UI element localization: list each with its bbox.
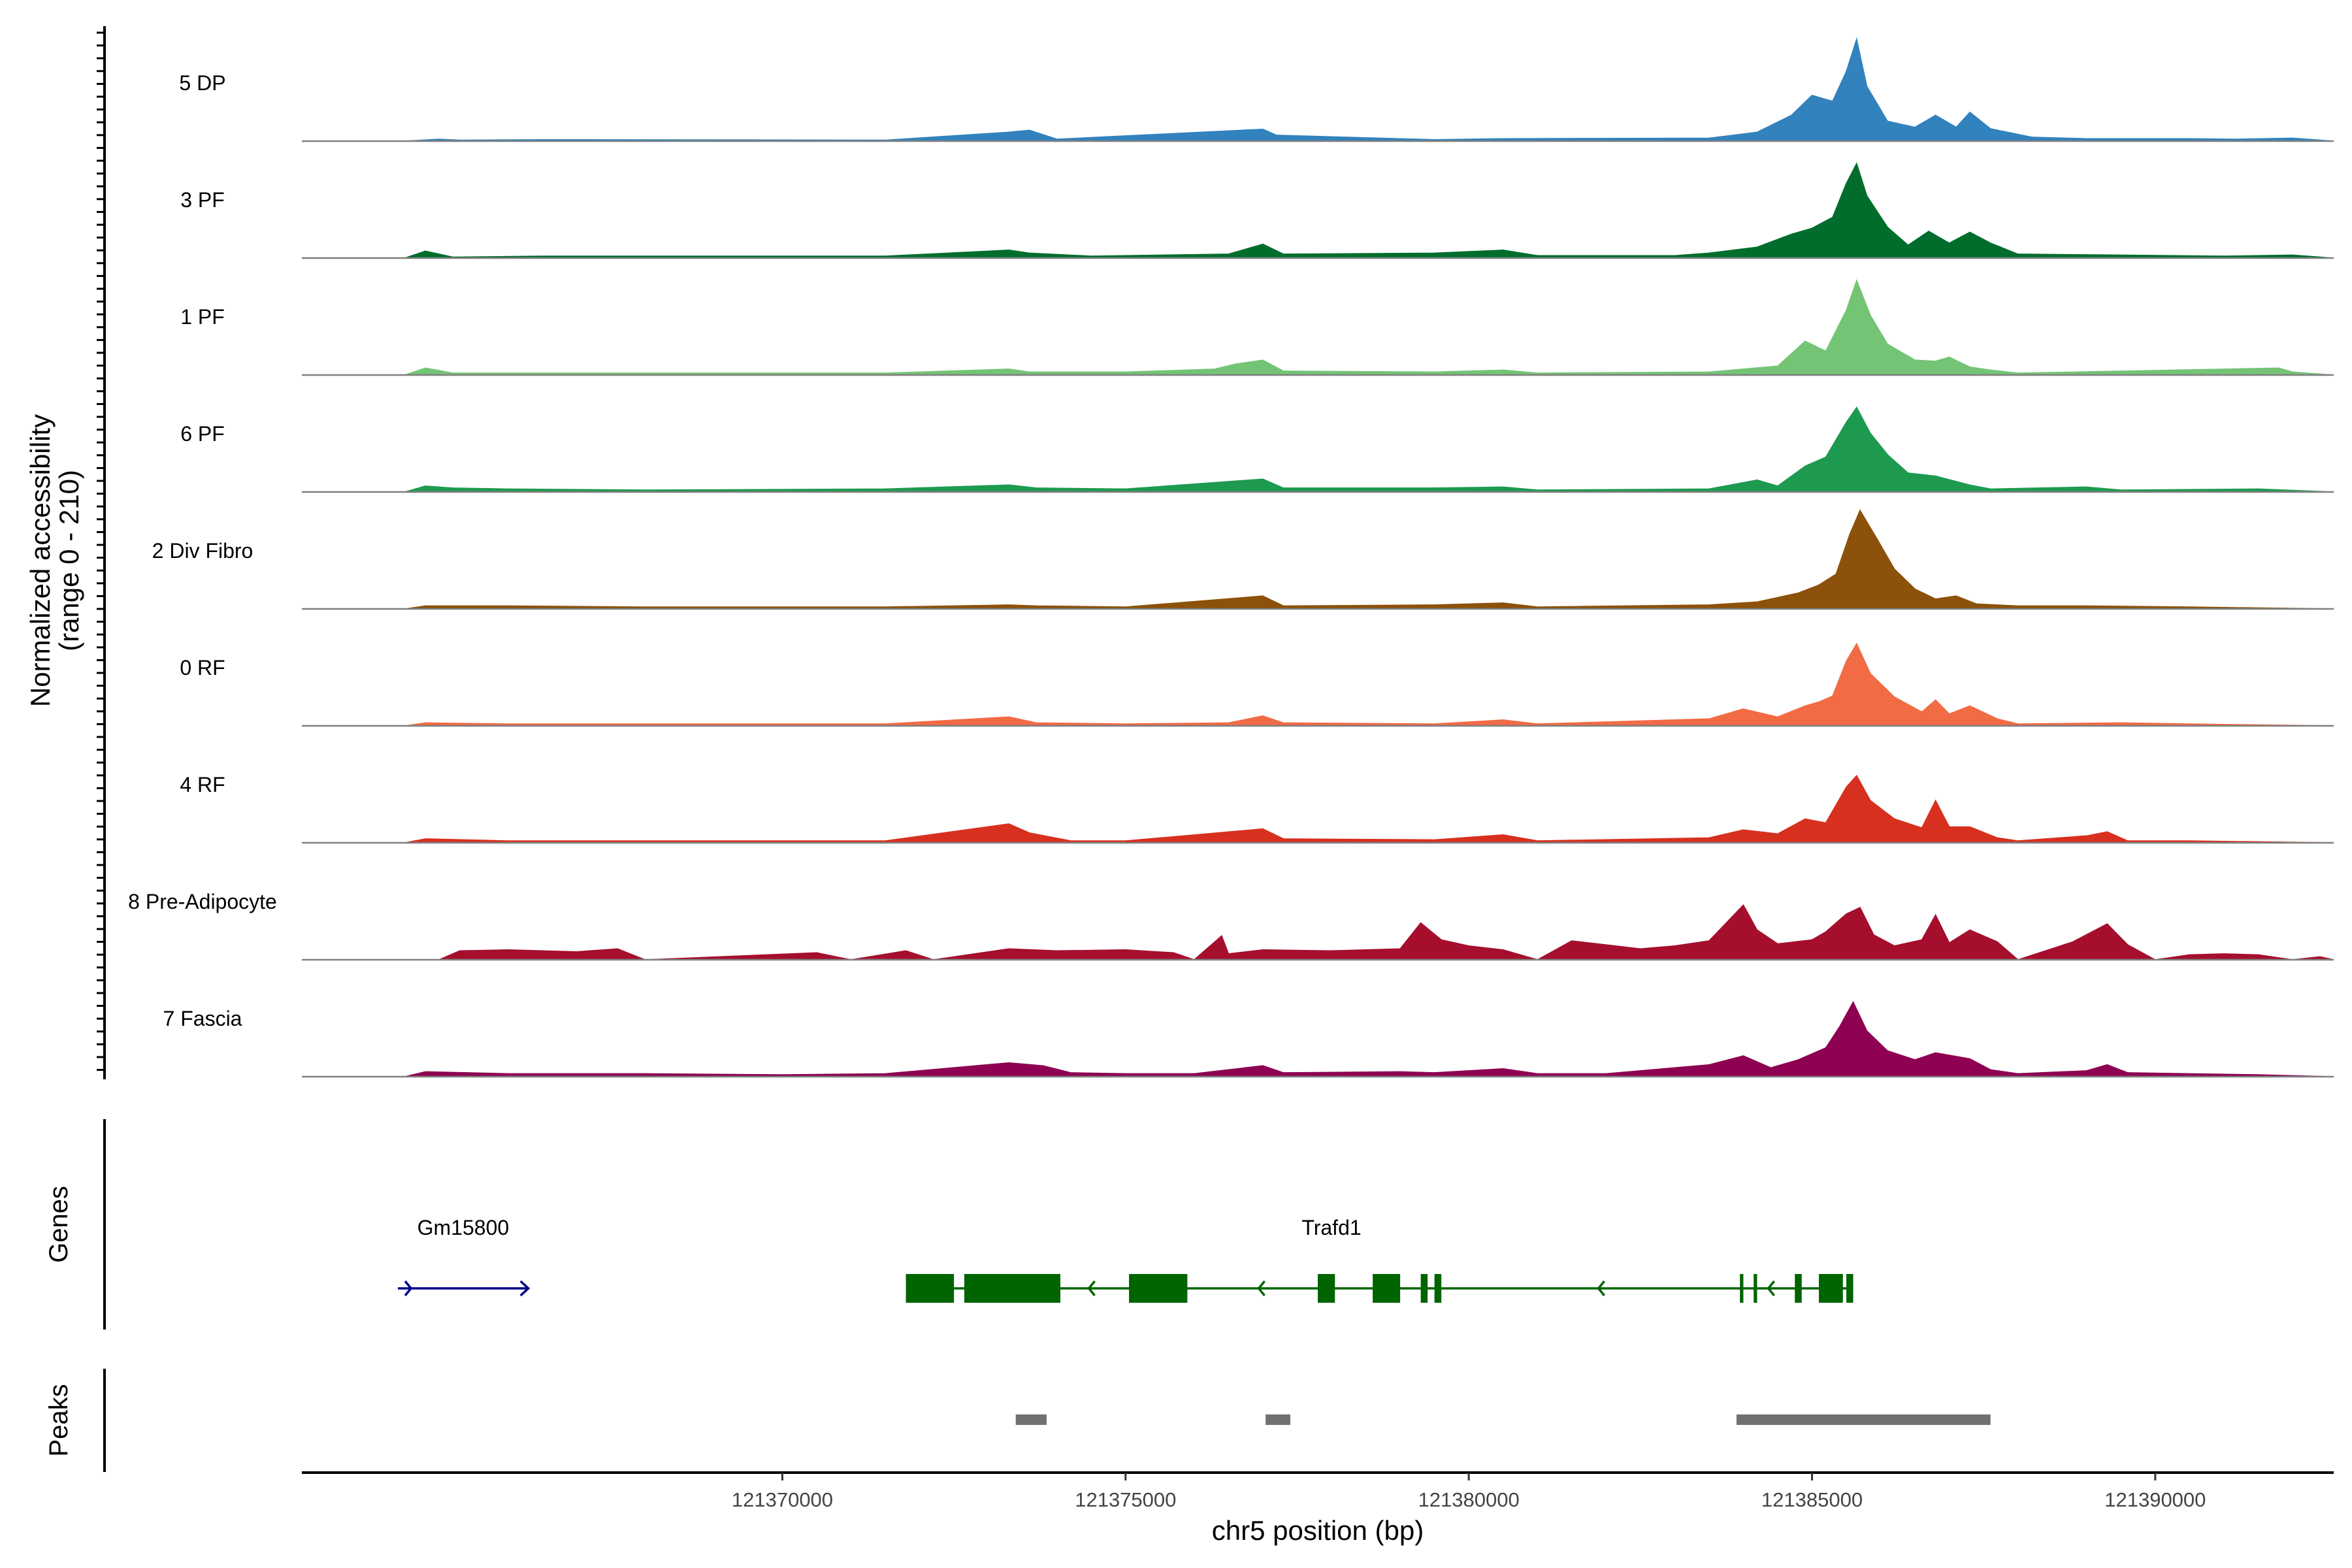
- x-tick-label: 121385000: [1761, 1488, 1863, 1511]
- gene-exon: [1373, 1274, 1401, 1303]
- peak-regions: [1015, 1414, 1991, 1425]
- gene-exon: [1129, 1274, 1188, 1303]
- track-label: 0 RF: [180, 656, 225, 679]
- track-label: 7 Fascia: [163, 1007, 242, 1030]
- track-area: [404, 509, 2334, 610]
- gene-annotations: Gm15800 Trafd1: [398, 1216, 1854, 1303]
- track-area: [438, 904, 2334, 960]
- y-axis-title-line1: Normalized accessibility: [25, 414, 56, 707]
- coverage-y-axis: [97, 26, 106, 1079]
- track-area: [404, 406, 2334, 493]
- track-area: [404, 774, 2334, 843]
- strand-arrow: [1257, 1280, 1266, 1297]
- track-1-pf: 1 PF: [180, 279, 2334, 376]
- track-label: 4 RF: [180, 773, 225, 796]
- x-axis-title: chr5 position (bp): [1212, 1515, 1424, 1546]
- track-7-fascia: 7 Fascia: [163, 1001, 2334, 1078]
- track-0-rf: 0 RF: [180, 642, 2334, 727]
- strand-arrow: [404, 1280, 413, 1297]
- gene-exon: [1754, 1274, 1757, 1303]
- track-6-pf: 6 PF: [180, 406, 2334, 493]
- track-4-rf: 4 RF: [180, 773, 2334, 844]
- track-label: 6 PF: [180, 422, 225, 446]
- x-tick-label: 121390000: [2104, 1488, 2206, 1511]
- gene-exon: [1740, 1274, 1744, 1303]
- gene-exon: [1420, 1274, 1428, 1303]
- gene-label: Trafd1: [1301, 1216, 1361, 1239]
- gene-exon: [1795, 1274, 1802, 1303]
- track-label: 3 PF: [180, 188, 225, 212]
- track-label: 1 PF: [180, 305, 225, 329]
- genes-panel-label: Genes: [44, 1186, 73, 1263]
- gene-gm15800: Gm15800: [398, 1216, 531, 1297]
- track-area: [404, 162, 2334, 259]
- peak-region: [1736, 1414, 1991, 1425]
- strand-arrow: [1767, 1280, 1775, 1297]
- gene-exon: [1318, 1274, 1335, 1303]
- track-area: [404, 37, 2334, 142]
- track-label: 2 Div Fibro: [152, 539, 253, 563]
- track-area: [404, 1001, 2334, 1077]
- coverage-tracks: 5 DP 3 PF 1 PF 6 PF 2 Div Fibro 0 RF 4 RF 8 Pre…: [128, 37, 2334, 1078]
- track-label: 5 DP: [179, 71, 225, 95]
- gene-label: Gm15800: [417, 1216, 510, 1239]
- peak-region: [1015, 1414, 1047, 1425]
- gene-exon: [964, 1274, 1060, 1303]
- x-axis: 121370000 121375000 121380000 121385000 1213…: [732, 1473, 2206, 1511]
- x-tick-label: 121380000: [1418, 1488, 1520, 1511]
- track-2-div-fibro: 2 Div Fibro: [152, 509, 2334, 610]
- y-axis-title-line2: (range 0 - 210): [54, 470, 84, 651]
- gene-exon: [1434, 1274, 1442, 1303]
- strand-arrow: [519, 1280, 531, 1297]
- strand-arrow: [1597, 1280, 1605, 1297]
- track-area: [404, 279, 2334, 376]
- gene-exon: [1846, 1274, 1854, 1303]
- peak-region: [1266, 1414, 1290, 1425]
- x-tick-label: 121370000: [732, 1488, 833, 1511]
- gene-trafd1: Trafd1: [906, 1216, 1854, 1303]
- peaks-panel-label: Peaks: [44, 1384, 73, 1456]
- track-area: [404, 642, 2334, 727]
- gene-exon: [1818, 1274, 1843, 1303]
- strand-arrow: [1087, 1280, 1096, 1297]
- x-tick-label: 121375000: [1075, 1488, 1176, 1511]
- track-5-dp: 5 DP: [179, 37, 2334, 142]
- track-8-pre-adipocyte: 8 Pre-Adipocyte: [128, 890, 2334, 961]
- track-label: 8 Pre-Adipocyte: [128, 890, 277, 913]
- gene-exon: [906, 1274, 955, 1303]
- track-3-pf: 3 PF: [180, 162, 2334, 259]
